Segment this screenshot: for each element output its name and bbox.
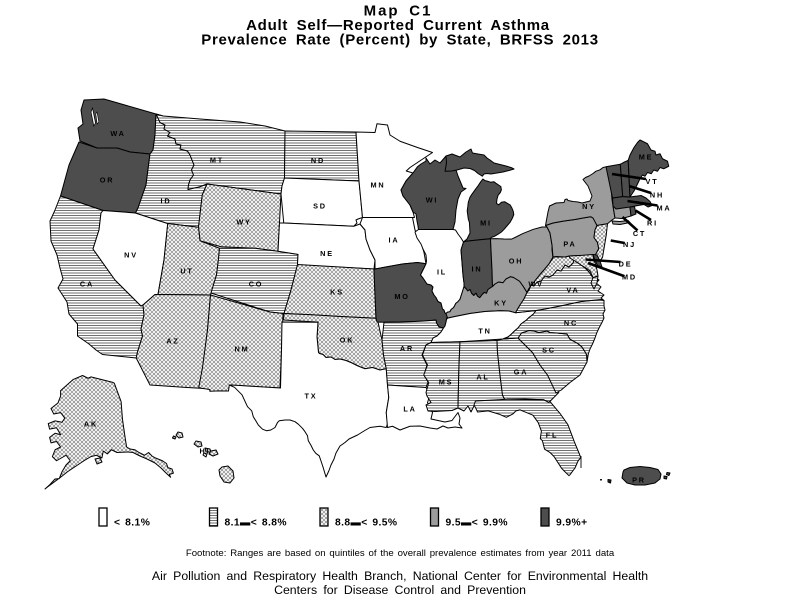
svg-text:WV: WV (528, 280, 543, 289)
svg-text:MT: MT (210, 156, 224, 165)
svg-text:WA: WA (110, 129, 125, 138)
svg-text:NM: NM (235, 345, 250, 354)
svg-text:AR: AR (400, 344, 414, 353)
svg-text:PR: PR (632, 476, 646, 485)
svg-text:MI: MI (480, 219, 492, 228)
svg-text:FL: FL (546, 431, 559, 440)
svg-text:UT: UT (180, 267, 193, 276)
svg-text:MO: MO (394, 292, 409, 301)
svg-text:SD: SD (313, 202, 327, 211)
svg-text:Centers for Disease Control an: Centers for Disease Control and Preventi… (274, 583, 526, 597)
svg-text:Map C1: Map C1 (364, 3, 433, 20)
svg-text:NC: NC (564, 319, 578, 328)
svg-text:WY: WY (236, 218, 251, 227)
svg-text:AL: AL (476, 373, 489, 382)
svg-text:Footnote: Ranges are based on: Footnote: Ranges are based on quintiles … (186, 548, 615, 559)
svg-text:KY: KY (494, 299, 508, 308)
svg-text:ID: ID (161, 197, 172, 206)
svg-text:RI: RI (647, 219, 658, 228)
svg-text:AK: AK (84, 420, 98, 429)
svg-text:AZ: AZ (166, 337, 179, 346)
svg-text:VA: VA (566, 286, 579, 295)
svg-text:GA: GA (514, 368, 529, 377)
svg-text:PA: PA (563, 240, 576, 249)
svg-text:TX: TX (305, 392, 318, 401)
svg-text:NJ: NJ (623, 240, 636, 249)
svg-text:Air Pollution and Respiratory: Air Pollution and Respiratory Health Bra… (152, 569, 648, 583)
svg-text:DE: DE (619, 260, 633, 269)
svg-text:CT: CT (633, 229, 646, 238)
svg-text:IN: IN (472, 265, 483, 274)
svg-text:8.1▬< 8.8%: 8.1▬< 8.8% (225, 518, 287, 529)
svg-text:CA: CA (80, 280, 94, 289)
svg-text:VT: VT (646, 177, 659, 186)
svg-text:OH: OH (509, 257, 524, 266)
svg-text:ND: ND (311, 156, 325, 165)
svg-text:IL: IL (437, 268, 447, 277)
svg-text:KS: KS (330, 288, 344, 297)
svg-text:Prevalence Rate (Percent) by S: Prevalence Rate (Percent) by State, BRFS… (201, 32, 599, 49)
svg-text:MD: MD (622, 273, 637, 282)
svg-text:IA: IA (389, 236, 400, 245)
svg-text:OK: OK (340, 336, 355, 345)
svg-text:MS: MS (439, 378, 454, 387)
svg-text:MA: MA (657, 204, 672, 213)
svg-text:WI: WI (426, 196, 439, 205)
svg-text:SC: SC (542, 346, 556, 355)
svg-text:9.5▬< 9.9%: 9.5▬< 9.9% (446, 518, 508, 529)
svg-text:ME: ME (639, 153, 654, 162)
svg-text:LA: LA (403, 405, 416, 414)
svg-text:9.9%+: 9.9%+ (556, 518, 587, 529)
svg-text:HI: HI (200, 447, 211, 456)
svg-text:Adult Self—Reported Current As: Adult Self—Reported Current Asthma (246, 17, 550, 34)
svg-text:NE: NE (320, 249, 334, 258)
svg-text:OR: OR (100, 176, 115, 185)
svg-text:< 8.1%: < 8.1% (114, 518, 150, 529)
svg-text:NV: NV (124, 251, 138, 260)
svg-text:CO: CO (249, 280, 264, 289)
svg-text:NH: NH (650, 191, 664, 200)
svg-text:MN: MN (371, 181, 386, 190)
svg-text:TN: TN (478, 327, 491, 336)
svg-text:8.8▬< 9.5%: 8.8▬< 9.5% (335, 518, 397, 529)
svg-text:NY: NY (582, 202, 596, 211)
